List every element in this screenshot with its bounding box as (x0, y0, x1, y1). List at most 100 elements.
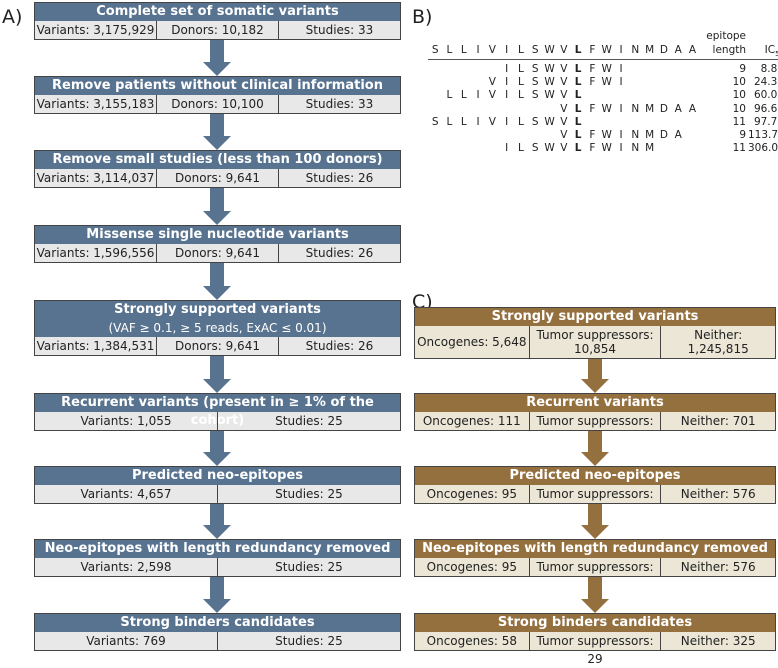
arrow-down-icon (203, 114, 231, 150)
arrow-down-icon (581, 359, 609, 393)
amino-acid: V (488, 76, 496, 89)
amino-acid: S (531, 44, 539, 56)
amino-acid: N (631, 129, 640, 141)
amino-acid: V (488, 89, 496, 102)
stat-cell: Donors: 9,641 (156, 244, 278, 262)
stat-cell: Neither: 701 (660, 412, 775, 430)
filter-step-box: Predicted neo-epitopes Variants: 4,657 Stu… (34, 466, 401, 504)
arrow-down-icon (203, 263, 231, 300)
amino-acid: S (531, 89, 539, 102)
amino-acid: W (544, 89, 555, 102)
amino-acid: L (446, 89, 453, 102)
epitope-length: 9 (739, 129, 746, 141)
amino-acid: L (574, 63, 582, 75)
category-step-box: Strongly supported variants Oncogenes: 5,… (414, 307, 776, 359)
stat-cell: Neither: 576 (660, 485, 775, 503)
column-header-length-top: epitope (706, 30, 746, 42)
epitope-length: 9 (739, 63, 746, 75)
amino-acid: L (518, 63, 524, 75)
arrow-down-icon (203, 431, 231, 466)
amino-acid: N (631, 44, 640, 56)
header-rule (428, 59, 778, 60)
amino-acid: A (674, 44, 682, 56)
amino-acid: D (659, 102, 668, 115)
stat-cell: Studies: 26 (278, 244, 400, 262)
amino-acid: V (560, 142, 568, 155)
filter-step-box: Remove small studies (less than 100 dono… (34, 150, 401, 188)
amino-acid: I (505, 115, 509, 128)
stat-cell: Oncogenes: 95 (426, 560, 517, 574)
stat-cell: Studies: 25 (217, 632, 400, 650)
step-title: Complete set of somatic variants (35, 3, 400, 21)
amino-acid: V (560, 76, 568, 89)
ic50-value: 306.02 (748, 142, 778, 155)
amino-acid: I (476, 115, 480, 128)
amino-acid: W (544, 44, 555, 56)
stat-cell: Tumor suppressors: 57 (528, 412, 661, 446)
stat-cell: Donors: 10,100 (156, 95, 278, 113)
stat-cell: Tumor suppressors: 29 (528, 632, 661, 666)
stat-cell: Tumor suppressors: 49 (528, 558, 661, 592)
amino-acid: W (601, 63, 612, 75)
stat-cell: Studies: 26 (278, 337, 400, 355)
amino-acid: W (601, 142, 612, 155)
amino-acid: L (518, 89, 524, 102)
amino-acid: L (574, 102, 582, 115)
filter-step-box: Recurrent variants (present in ≥ 1% of t… (34, 393, 401, 431)
amino-acid: I (476, 44, 480, 56)
amino-acid: L (574, 76, 582, 89)
stat-cell: Studies: 25 (217, 412, 400, 430)
amino-acid: L (574, 142, 582, 155)
ic50-value: 97.73 (753, 115, 778, 128)
amino-acid: A (688, 102, 697, 115)
ic50-value: 60.06 (753, 89, 778, 102)
amino-acid: I (476, 89, 480, 102)
amino-acid: I (505, 89, 509, 102)
amino-acid: S (431, 115, 439, 128)
ic50-value: 113.71 (748, 129, 778, 141)
step-stats: Variants: 4,657 Studies: 25 (35, 485, 400, 503)
epitope-length: 11 (732, 142, 746, 155)
amino-acid: L (574, 115, 582, 128)
epitope-length: 10 (732, 102, 746, 115)
arrow-down-icon (203, 40, 231, 76)
column-header-length: length (712, 44, 746, 56)
stat-cell: Neither: 1,245,815 (660, 326, 775, 358)
arrow-down-icon (581, 431, 609, 466)
stat-cell: Oncogenes: 5,648 (417, 335, 527, 349)
amino-acid: S (531, 76, 539, 89)
amino-acid: L (518, 76, 524, 89)
step-title: Missense single nucleotide variants (35, 226, 400, 244)
amino-acid: I (505, 63, 509, 75)
amino-acid: I (619, 102, 623, 115)
step-title: Neo-epitopes with length redundancy remo… (415, 540, 775, 558)
amino-acid: L (518, 115, 524, 128)
stat-cell: Studies: 26 (278, 169, 400, 187)
amino-acid: F (589, 129, 596, 141)
stat-cell: Variants: 1,596,556 (36, 246, 155, 260)
amino-acid: N (631, 142, 640, 155)
step-stats: Oncogenes: 111 Tumor suppressors: 57Neith… (415, 412, 775, 446)
step-stats: Oncogenes: 95 Tumor suppressors: 49Neithe… (415, 485, 775, 519)
amino-acid: W (601, 102, 612, 115)
category-step-box: Strong binders candidates Oncogenes: 58 Tu… (414, 613, 776, 666)
amino-acid: V (560, 129, 568, 141)
ic50-subscript: 50 (775, 50, 778, 59)
filter-step-box: Remove patients without clinical informa… (34, 76, 401, 114)
amino-acid: F (589, 44, 596, 56)
amino-acid: I (505, 76, 509, 89)
stat-cell: Variants: 1,055 (80, 414, 172, 428)
stat-cell: Tumor suppressors: 10,854 (528, 326, 661, 358)
arrow-down-icon (203, 577, 231, 613)
step-title: Predicted neo-epitopes (415, 467, 775, 485)
stat-cell: Oncogenes: 111 (422, 414, 521, 428)
stat-cell: Variants: 3,155,183 (36, 97, 155, 111)
stat-cell: Tumor suppressors: 49 (528, 485, 661, 519)
amino-acid: F (589, 142, 596, 155)
amino-acid: L (574, 89, 582, 102)
